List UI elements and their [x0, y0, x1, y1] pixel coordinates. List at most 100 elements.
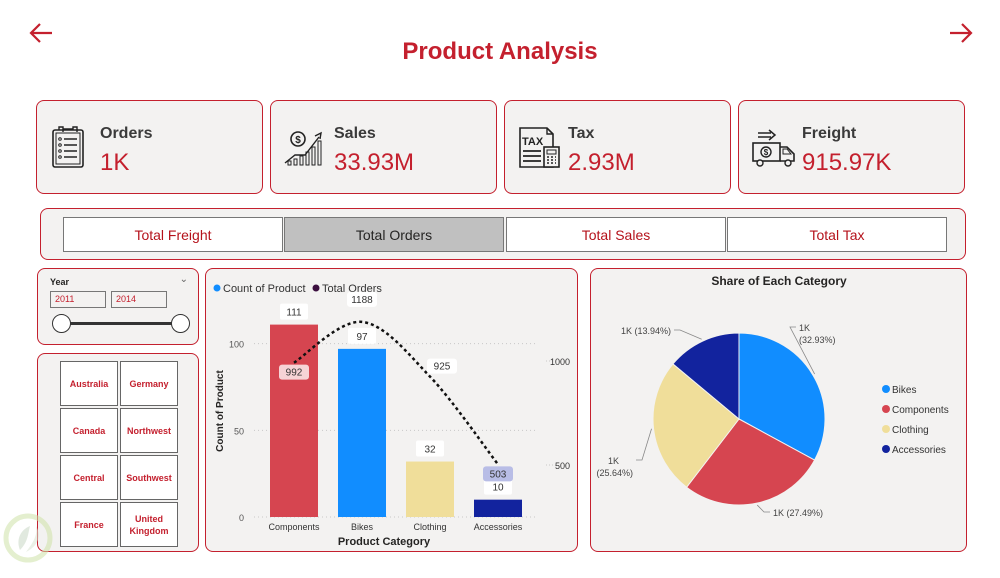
page-title: Product Analysis: [402, 38, 598, 65]
region-button[interactable]: Australia: [60, 361, 118, 406]
legend-marker-bikes: [882, 385, 890, 393]
y-tick-label: 0: [239, 513, 244, 523]
pie-data-label: 1K: [799, 323, 810, 333]
legend-label[interactable]: Clothing: [892, 425, 929, 436]
region-button[interactable]: Southwest: [120, 455, 178, 500]
kpi-value: 2.93M: [568, 149, 635, 176]
legend-marker-count: [213, 284, 221, 292]
year-end-input[interactable]: 2014: [111, 291, 167, 308]
kpi-label: Tax: [568, 125, 595, 142]
pie-data-label: 1K: [608, 456, 619, 466]
pie-chart: Share of Each Category 1K (32.93%) 1K (27.…: [596, 274, 949, 518]
y2-tick-label: 1000: [550, 357, 570, 367]
pie-slice-clothing[interactable]: [652, 363, 740, 488]
year-slider-track[interactable]: [60, 322, 182, 325]
pie-slice-accessories[interactable]: [672, 332, 740, 421]
pie-leader-line: [756, 504, 770, 513]
kpi-value: 915.97K: [802, 149, 892, 176]
year-slicer: Year ⌄ 2011 2014: [37, 268, 199, 345]
line-label-bg: [427, 358, 457, 374]
pie-data-label: 1K (13.94%): [621, 326, 671, 336]
bar-label-bg: [416, 440, 444, 457]
watermark-logo-icon: [3, 513, 53, 563]
toggle-total-tax[interactable]: Total Tax: [727, 217, 947, 252]
x-tick-label: Components: [268, 522, 320, 532]
back-arrow-icon[interactable]: [26, 18, 56, 48]
kpi-card-tax: TAX Tax 2.93M: [504, 100, 731, 194]
legend-marker-accessories: [882, 445, 890, 453]
bar-bikes[interactable]: [338, 348, 386, 517]
x-tick-label: Accessories: [474, 522, 523, 532]
legend-label[interactable]: Components: [892, 405, 949, 416]
bar-label-bg: [484, 478, 512, 495]
measure-toggle-bar: Total Freight Total Orders Total Sales T…: [40, 208, 966, 260]
bar-value-label: 32: [424, 445, 436, 456]
year-slider-start-handle[interactable]: [52, 314, 71, 333]
toggle-total-sales[interactable]: Total Sales: [506, 217, 726, 252]
kpi-label: Sales: [334, 125, 376, 142]
sales-growth-icon: $: [284, 131, 322, 166]
legend-marker-orders: [312, 284, 320, 292]
kpi-card-sales: $ Sales 33.93M: [270, 100, 497, 194]
pie-chart-title: Share of Each Category: [711, 274, 847, 288]
svg-text:$: $: [764, 148, 769, 157]
region-button[interactable]: France: [60, 502, 118, 547]
svg-text:TAX: TAX: [522, 136, 544, 148]
total-orders-line[interactable]: [293, 320, 499, 466]
forward-arrow-icon[interactable]: [946, 18, 976, 48]
bar-clothing[interactable]: [406, 461, 454, 517]
tax-document-icon: TAX: [519, 127, 560, 168]
region-slicer: Australia Germany Canada Northwest Centr…: [37, 353, 199, 552]
line-label-bg: [347, 291, 377, 307]
toggle-total-orders[interactable]: Total Orders: [284, 217, 504, 252]
y2-tick-label: 500: [555, 461, 570, 471]
bar-value-label: 10: [492, 483, 504, 494]
line-value-label: 992: [286, 368, 303, 379]
kpi-value: 33.93M: [334, 149, 415, 176]
x-tick-label: Clothing: [413, 522, 446, 532]
region-button[interactable]: United Kingdom: [120, 502, 178, 547]
line-value-label: 1188: [351, 295, 373, 306]
line-value-label: 925: [434, 362, 451, 373]
pie-leader-line: [789, 326, 816, 375]
legend-label[interactable]: Bikes: [892, 385, 916, 396]
region-button[interactable]: Canada: [60, 408, 118, 453]
delivery-truck-icon: $: [752, 129, 795, 167]
bar-value-label: 97: [356, 332, 368, 343]
legend-marker-clothing: [882, 425, 890, 433]
legend-label: Count of Product: [223, 283, 306, 295]
kpi-card-freight: $ Freight 915.97K: [738, 100, 965, 194]
region-button[interactable]: Germany: [120, 361, 178, 406]
clipboard-list-icon: [52, 126, 84, 168]
year-slider-end-handle[interactable]: [171, 314, 190, 333]
bar-accessories[interactable]: [474, 499, 522, 517]
pie-chart-card: Share of Each Category 1K (32.93%) 1K (27.…: [590, 268, 967, 552]
pie-data-label: 1K (27.49%): [773, 508, 823, 518]
legend-marker-components: [882, 405, 890, 413]
region-button[interactable]: Northwest: [120, 408, 178, 453]
line-label-bg: [483, 466, 513, 482]
bar-components[interactable]: [270, 324, 318, 517]
chevron-down-icon[interactable]: ⌄: [179, 274, 188, 285]
combo-chart: Count of Product Total Orders Count of P…: [213, 283, 570, 548]
pie-slice-components[interactable]: [685, 418, 816, 506]
y-axis-title: Count of Product: [215, 370, 226, 452]
region-button[interactable]: Central: [60, 455, 118, 500]
toggle-total-freight[interactable]: Total Freight: [63, 217, 283, 252]
year-start-input[interactable]: 2011: [50, 291, 106, 308]
y-tick-label: 50: [234, 426, 244, 436]
bar-value-label: 111: [286, 308, 302, 319]
pie-slice-bikes[interactable]: [738, 332, 826, 461]
legend-label[interactable]: Accessories: [892, 445, 946, 456]
svg-text:$: $: [295, 135, 301, 146]
pie-data-label-pct: (32.93%): [799, 335, 836, 345]
bar-label-bg: [348, 327, 376, 344]
pie-data-label-pct: (25.64%): [596, 468, 633, 478]
pie-leader-line: [636, 428, 652, 461]
y-tick-label: 100: [229, 340, 244, 350]
pie-leader-line: [674, 329, 702, 340]
x-tick-label: Bikes: [351, 522, 374, 532]
line-label-bg: [279, 364, 309, 380]
bar-label-bg: [280, 303, 308, 320]
kpi-card-orders: Orders 1K: [36, 100, 263, 194]
